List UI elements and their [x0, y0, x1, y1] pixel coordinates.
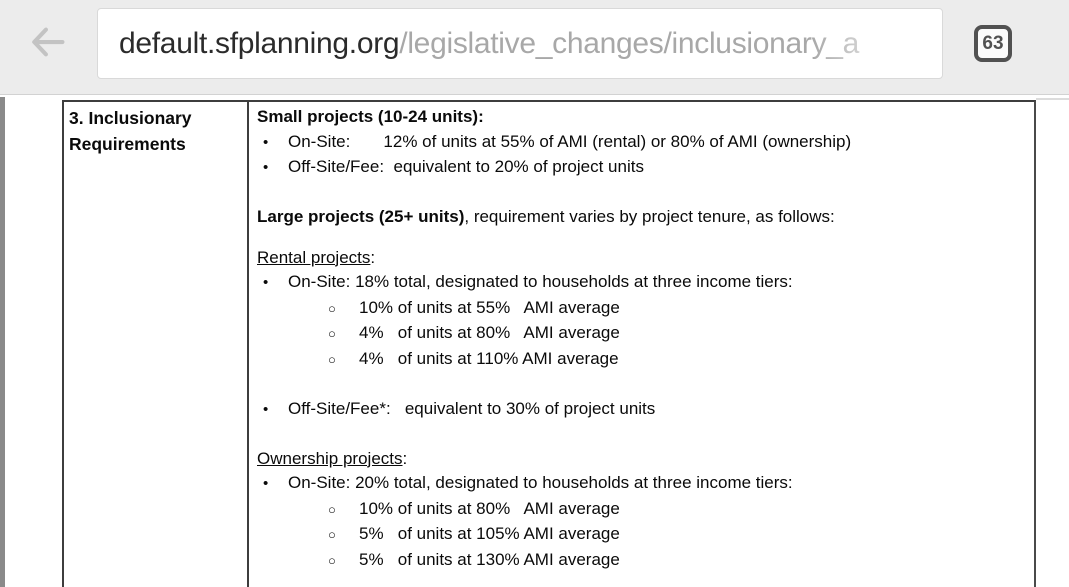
sub-bullet-ownership-tier2: ○ 5% of units at 105% AMI average [257, 522, 1026, 548]
page-edge-bar [0, 97, 5, 587]
url-host: default.sfplanning.org [119, 27, 400, 60]
back-arrow-icon [26, 20, 70, 69]
circle-bullet-icon: ○ [328, 300, 336, 316]
circle-bullet-icon: ○ [328, 326, 336, 341]
table-top-line-continuation [1036, 98, 1069, 100]
document-viewport[interactable]: 3. Inclusionary Requirements Small proje… [0, 96, 1069, 587]
bullet-onsite-ownership: • On-Site: 20% total, designated to house… [257, 471, 1026, 497]
requirements-table: 3. Inclusionary Requirements Small proje… [62, 100, 1036, 587]
sub-bullet-rental-tier3: ○ 4% of units at 110% AMI average [257, 347, 1026, 373]
bullet-offsite-rental: • Off-Site/Fee*: equivalent to 30% of pro… [257, 397, 1026, 423]
bullet-offsite-small: • Off-Site/Fee: equivalent to 20% of proj… [257, 155, 1026, 181]
circle-bullet-icon: ○ [328, 552, 336, 568]
circle-bullet-icon: ○ [328, 351, 336, 367]
url-fade-overlay [811, 10, 941, 77]
sub-bullet-rental-tier2: ○ 4% of units at 80% AMI average [257, 321, 1026, 347]
bullet-onsite-rental: • On-Site: 18% total, designated to house… [257, 270, 1026, 296]
blank-line [257, 230, 1026, 246]
heading-ownership-projects: Ownership projects: [257, 448, 408, 468]
blank-line [257, 372, 1026, 397]
browser-toolbar: default.sfplanning.org/legislative_chang… [0, 0, 1069, 95]
address-bar[interactable]: default.sfplanning.org/legislative_chang… [97, 8, 943, 79]
bullet-onsite-small: • On-Site: 12% of units at 55% of AMI (re… [257, 130, 1026, 156]
tab-counter-button[interactable]: 63 [974, 25, 1012, 62]
sub-bullet-ownership-tier1: ○ 10% of units at 80% AMI average [257, 497, 1026, 523]
sub-bullet-ownership-tier3: ○ 5% of units at 130% AMI average [257, 548, 1026, 574]
tab-count: 63 [982, 32, 1004, 54]
bullet-icon: • [263, 274, 269, 291]
table-row-content: Small projects (10-24 units): • On-Site: … [249, 102, 1034, 587]
bullet-icon: • [263, 133, 269, 151]
blank-line [257, 422, 1026, 447]
heading-large-projects: Large projects (25+ units), requirement … [257, 207, 835, 226]
bullet-icon: • [263, 475, 269, 492]
back-button[interactable] [24, 20, 72, 68]
url-path: /legislative_changes/inclusionary_a [399, 27, 860, 60]
blank-line [257, 181, 1026, 206]
heading-small-projects: Small projects (10-24 units): [257, 107, 484, 126]
circle-bullet-icon: ○ [328, 501, 336, 517]
circle-bullet-icon: ○ [328, 527, 336, 542]
url-text: default.sfplanning.org/legislative_chang… [119, 9, 859, 78]
heading-rental-projects: Rental projects: [257, 247, 376, 267]
bullet-icon: • [263, 159, 269, 176]
sub-bullet-rental-tier1: ○ 10% of units at 55% AMI average [257, 296, 1026, 322]
bullet-icon: • [263, 400, 269, 418]
table-row-label: 3. Inclusionary Requirements [64, 102, 249, 587]
